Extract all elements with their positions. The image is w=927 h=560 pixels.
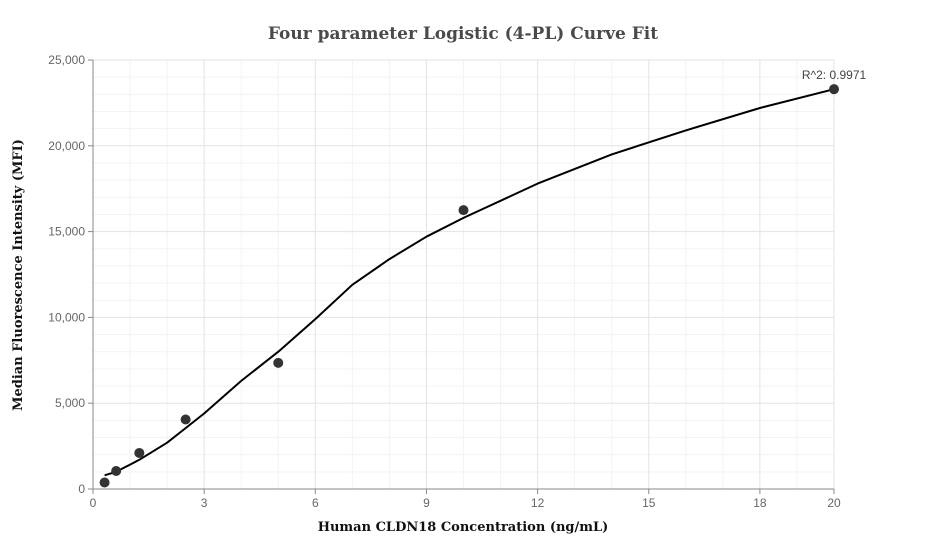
data-point — [458, 205, 469, 216]
axes — [88, 59, 835, 494]
data-points — [99, 84, 839, 488]
x-tick-label: 0 — [90, 496, 97, 510]
y-tick-label: 20,000 — [48, 139, 85, 153]
x-tick-label: 15 — [642, 496, 656, 510]
data-point — [273, 357, 284, 368]
x-tick-labels: 0 3 6 9 12 15 18 20 — [90, 496, 841, 510]
data-point — [99, 477, 110, 488]
y-tick-labels: 0 5,000 10,000 15,000 20,000 25,000 — [48, 53, 85, 496]
chart-title: Four parameter Logistic (4-PL) Curve Fit — [268, 24, 658, 44]
y-tick-label: 0 — [78, 482, 85, 496]
x-axis-label: Human CLDN18 Concentration (ng/mL) — [318, 520, 609, 535]
data-point — [829, 84, 839, 95]
fit-curve — [104, 88, 835, 477]
x-tick-label: 12 — [531, 496, 545, 510]
x-tick-label: 3 — [201, 496, 208, 510]
r-squared-annotation: R^2: 0.9971 — [802, 68, 867, 82]
y-tick-label: 25,000 — [48, 53, 85, 67]
data-point — [111, 465, 122, 476]
x-tick-label: 18 — [753, 496, 767, 510]
y-axis-label: Median Fluorescence Intensity (MFI) — [11, 139, 26, 411]
data-point — [180, 414, 191, 425]
grid — [92, 59, 835, 490]
x-tick-label: 9 — [423, 496, 430, 510]
y-tick-label: 10,000 — [48, 310, 85, 324]
y-tick-label: 5,000 — [55, 396, 85, 410]
data-point — [134, 447, 145, 458]
x-tick-label: 6 — [312, 496, 319, 510]
y-tick-label: 15,000 — [48, 225, 85, 239]
x-tick-label: 20 — [827, 496, 841, 510]
